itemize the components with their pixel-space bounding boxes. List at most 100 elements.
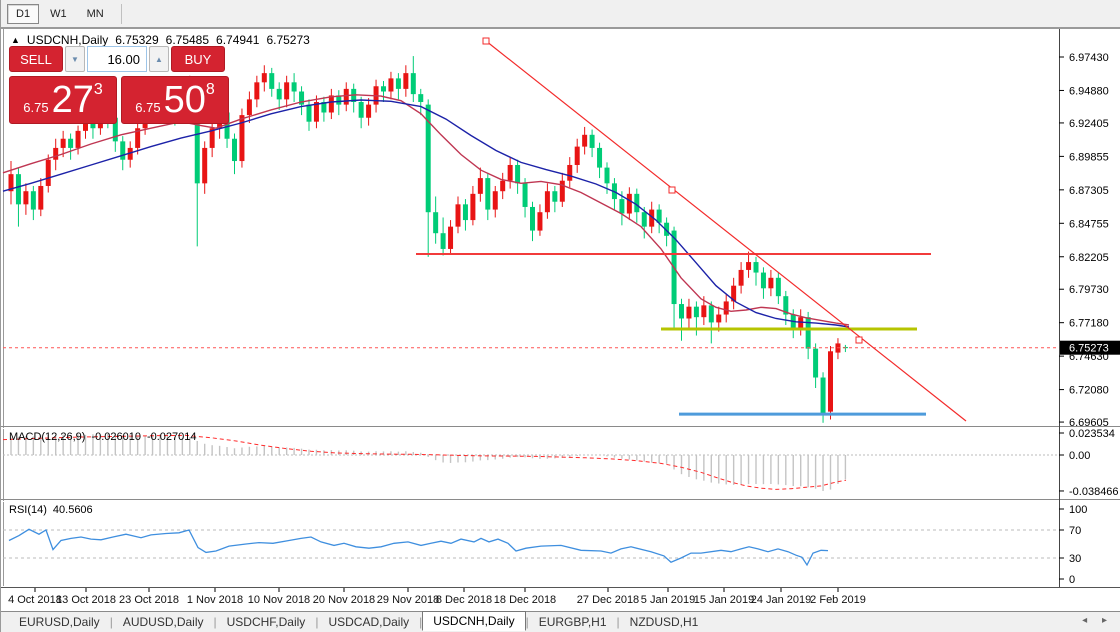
price-tick-label: 6.82205	[1069, 252, 1109, 264]
buy-price-box[interactable]: 6.75 50 8	[121, 76, 229, 124]
candle-body	[448, 226, 454, 249]
current-price-badge	[1060, 340, 1120, 355]
toolbar-separator	[120, 3, 122, 24]
volume-input[interactable]	[87, 46, 147, 72]
candle-body	[760, 272, 766, 289]
candle-body	[403, 73, 409, 89]
rsi-label: RSI(14) 40.5606	[9, 504, 93, 516]
candle-body	[53, 147, 59, 160]
candle-body	[708, 305, 714, 323]
candle-body	[619, 199, 625, 214]
candle-body	[321, 102, 327, 113]
candle-body	[425, 104, 431, 213]
volume-decrease-button[interactable]: ▼	[65, 46, 85, 72]
ma-slow-line	[2, 99, 850, 328]
current-price-label: 6.75273	[1069, 343, 1109, 355]
ohlc-high: 6.75485	[165, 33, 210, 47]
trendline-handle[interactable]	[668, 186, 676, 194]
candle-body	[433, 212, 439, 234]
candle-body	[492, 191, 498, 210]
candle-body	[820, 377, 826, 415]
rsi-axis-label: 70	[1069, 525, 1081, 537]
trendline-handle[interactable]	[482, 37, 490, 45]
candle-body	[209, 128, 215, 148]
candle-body	[45, 159, 51, 186]
buy-price-sup: 8	[205, 81, 215, 98]
ma-fast-line	[2, 94, 850, 326]
candle-body	[455, 204, 461, 227]
rsi-axis-label: 0	[1069, 574, 1075, 586]
chart-tab-usdcnh-daily[interactable]: USDCNH,Daily	[422, 611, 526, 631]
candle-body	[120, 141, 126, 160]
chart-tab-usdcad-daily[interactable]: USDCAD,Daily	[328, 615, 410, 629]
candle-body	[604, 167, 610, 184]
candle-body	[381, 86, 386, 92]
candle-body	[127, 147, 133, 160]
candle-body	[239, 115, 245, 162]
candle-body	[254, 82, 260, 100]
candle-body	[805, 317, 811, 349]
candle-body	[582, 134, 588, 147]
chart-tab-audusd-daily[interactable]: AUDUSD,Daily	[122, 615, 204, 629]
chart-tab-eurusd-daily[interactable]: EURUSD,Daily	[19, 615, 100, 629]
chart-tab-nzdusd-h1[interactable]: NZDUSD,H1	[629, 615, 699, 629]
candle-body	[284, 82, 290, 100]
macd-pane	[2, 432, 1064, 492]
chart-tab-usdchf-daily[interactable]: USDCHF,Daily	[226, 615, 306, 629]
candle-body	[753, 262, 759, 273]
date-label: 20 Nov 2018	[313, 594, 375, 606]
date-label: 13 Oct 2018	[56, 594, 116, 606]
sell-button[interactable]: SELL	[9, 46, 63, 72]
timeframe-mn-button[interactable]: MN	[78, 4, 113, 24]
candle-body	[701, 305, 707, 318]
candle-body	[366, 104, 372, 118]
macd-signal-value: -0.027014	[146, 431, 197, 443]
date-label: 10 Nov 2018	[248, 594, 310, 606]
candle-body	[574, 146, 580, 165]
candle-body	[8, 174, 14, 192]
tab-scroll-right-icon[interactable]: ▸	[1101, 615, 1113, 626]
candle-body	[276, 88, 282, 100]
volume-increase-button[interactable]: ▲	[149, 46, 169, 72]
tab-scroll-left-icon[interactable]: ◂	[1082, 615, 1094, 626]
candle-body	[641, 212, 647, 227]
candle-body	[552, 191, 558, 202]
timeframe-w1-button[interactable]: W1	[41, 4, 76, 24]
date-label: 1 Nov 2018	[187, 594, 243, 606]
date-label: 23 Oct 2018	[119, 594, 179, 606]
one-click-trading-panel: SELL ▼ ▲ BUY 6.75 27 3 6.75 50 8	[9, 46, 229, 124]
tab-divider: |	[213, 615, 217, 629]
price-tick-label: 6.84755	[1069, 218, 1109, 230]
candle-body	[269, 73, 275, 89]
candle-body	[544, 191, 550, 213]
buy-button[interactable]: BUY	[171, 46, 225, 72]
candle-body	[194, 88, 200, 184]
date-label: 15 Jan 2019	[694, 594, 755, 606]
chart-tabs-bar: EURUSD,Daily | AUDUSD,Daily | USDCHF,Daily | U…	[1, 611, 1120, 632]
sell-price-big: 27	[51, 79, 94, 121]
date-label: 4 Oct 2018	[8, 594, 62, 606]
candle-body	[202, 147, 208, 184]
trendline[interactable]	[485, 40, 967, 422]
tab-scroll-arrows: ◂ ▸	[1082, 615, 1113, 626]
timeframe-d1-button[interactable]: D1	[7, 3, 40, 24]
candle-body	[768, 277, 774, 289]
price-tick-label: 6.89855	[1069, 151, 1109, 163]
candle-body	[68, 138, 74, 148]
candle-body	[716, 314, 722, 323]
chart-tab-eurgbp-h1[interactable]: EURGBP,H1	[538, 615, 607, 629]
sell-price-box[interactable]: 6.75 27 3	[9, 76, 117, 124]
candle-body	[530, 206, 535, 231]
candle-body	[783, 296, 789, 315]
tab-divider: |	[315, 615, 319, 629]
price-axis	[1059, 56, 1120, 423]
candle-body	[306, 104, 312, 122]
date-label: 18 Dec 2018	[494, 594, 556, 606]
candle-body	[522, 183, 528, 207]
candle-body	[15, 174, 21, 205]
rsi-line	[8, 528, 829, 567]
candle-body	[738, 269, 744, 286]
trendline-handle[interactable]	[855, 336, 863, 344]
candle-body	[232, 138, 237, 162]
